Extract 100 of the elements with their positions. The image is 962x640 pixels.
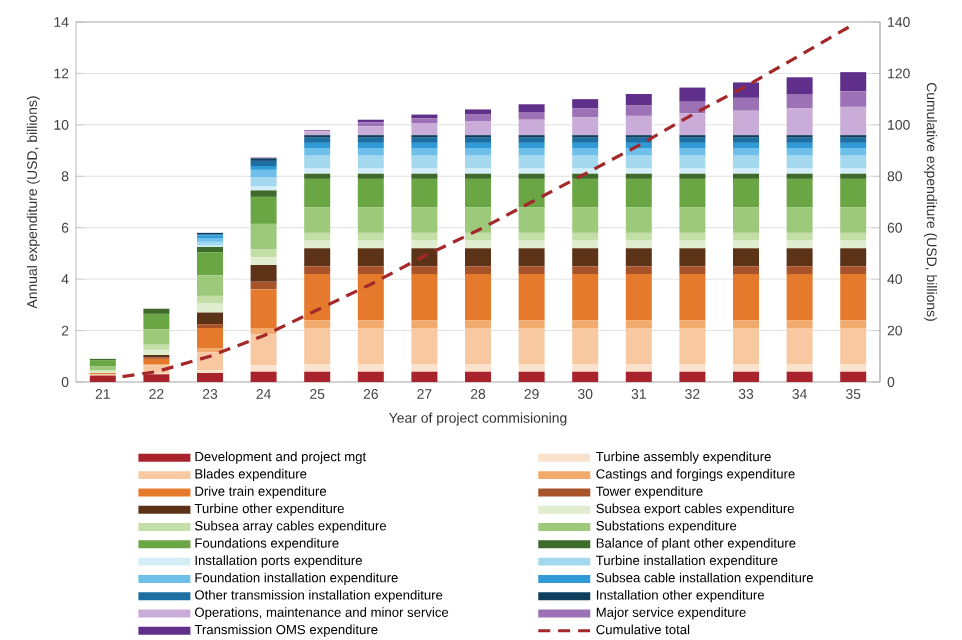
- bar: [465, 155, 492, 169]
- bar: [304, 320, 331, 328]
- bar: [518, 104, 545, 112]
- bar: [465, 232, 492, 241]
- bar: [572, 142, 599, 148]
- bar: [304, 178, 331, 208]
- bar: [465, 371, 492, 382]
- bar: [840, 266, 867, 274]
- bar: [733, 137, 760, 143]
- bar: [197, 328, 223, 349]
- bar: [572, 274, 599, 321]
- bar: [411, 240, 438, 249]
- bar: [733, 232, 760, 241]
- bar: [411, 320, 438, 328]
- bar: [786, 207, 813, 233]
- bar: [840, 364, 867, 372]
- bar: [411, 274, 438, 321]
- bar: [733, 155, 760, 169]
- bar: [143, 313, 170, 330]
- bar: [733, 168, 760, 174]
- bar: [733, 97, 760, 111]
- bar: [572, 108, 599, 118]
- bar: [733, 364, 760, 372]
- bar: [625, 105, 652, 116]
- bar: [733, 320, 760, 328]
- bar: [786, 266, 813, 274]
- bar: [625, 248, 652, 267]
- bar: [572, 148, 599, 156]
- bar: [733, 240, 760, 249]
- bar: [518, 137, 545, 143]
- bar: [733, 274, 760, 321]
- bar: [572, 117, 599, 136]
- bar: [572, 178, 599, 208]
- bar: [572, 207, 599, 233]
- bar: [250, 196, 277, 224]
- bar: [786, 328, 813, 364]
- bar: [679, 364, 706, 372]
- bar: [304, 168, 331, 174]
- bar: [411, 328, 438, 364]
- bar: [357, 274, 384, 321]
- bar: [250, 169, 277, 178]
- bar: [733, 371, 760, 382]
- bar: [518, 232, 545, 241]
- bar: [572, 320, 599, 328]
- bar: [357, 178, 384, 208]
- bar: [411, 142, 438, 148]
- bar: [625, 266, 652, 274]
- bar: [625, 328, 652, 364]
- bar: [143, 344, 170, 350]
- bar: [625, 178, 652, 208]
- bar: [197, 295, 223, 304]
- bar: [465, 114, 492, 121]
- bar: [625, 173, 652, 179]
- bar: [679, 178, 706, 208]
- bar: [357, 155, 384, 169]
- bar: [679, 155, 706, 169]
- bar: [465, 248, 492, 267]
- bar: [518, 168, 545, 174]
- bar: [679, 232, 706, 241]
- bar: [518, 240, 545, 249]
- bar: [518, 112, 545, 120]
- bar: [89, 360, 116, 367]
- bar: [625, 371, 652, 382]
- bar: [518, 119, 545, 136]
- bar: [786, 77, 813, 94]
- bar: [411, 232, 438, 241]
- bar: [572, 328, 599, 364]
- bar: [197, 352, 223, 371]
- bar: [411, 364, 438, 372]
- bar: [733, 148, 760, 156]
- bar: [786, 178, 813, 208]
- bar: [518, 207, 545, 233]
- bar: [518, 364, 545, 372]
- bar: [465, 148, 492, 156]
- bar: [679, 113, 706, 136]
- bar: [357, 137, 384, 143]
- bar: [625, 232, 652, 241]
- bar: [625, 274, 652, 321]
- bar: [304, 137, 331, 143]
- bar: [250, 223, 277, 250]
- bar: [518, 148, 545, 156]
- bar: [679, 248, 706, 267]
- bar: [250, 289, 277, 328]
- bar: [625, 148, 652, 156]
- bar: [840, 207, 867, 233]
- bar: [840, 371, 867, 382]
- bar: [465, 178, 492, 208]
- bar: [357, 371, 384, 382]
- bar: [518, 328, 545, 364]
- bar: [840, 320, 867, 328]
- bar: [840, 91, 867, 107]
- bar: [679, 87, 706, 102]
- bar: [572, 99, 599, 109]
- bar: [572, 155, 599, 169]
- bar: [786, 371, 813, 382]
- bar: [304, 155, 331, 169]
- bar: [518, 155, 545, 169]
- bar: [304, 248, 331, 267]
- bar: [625, 115, 652, 136]
- bar: [304, 240, 331, 249]
